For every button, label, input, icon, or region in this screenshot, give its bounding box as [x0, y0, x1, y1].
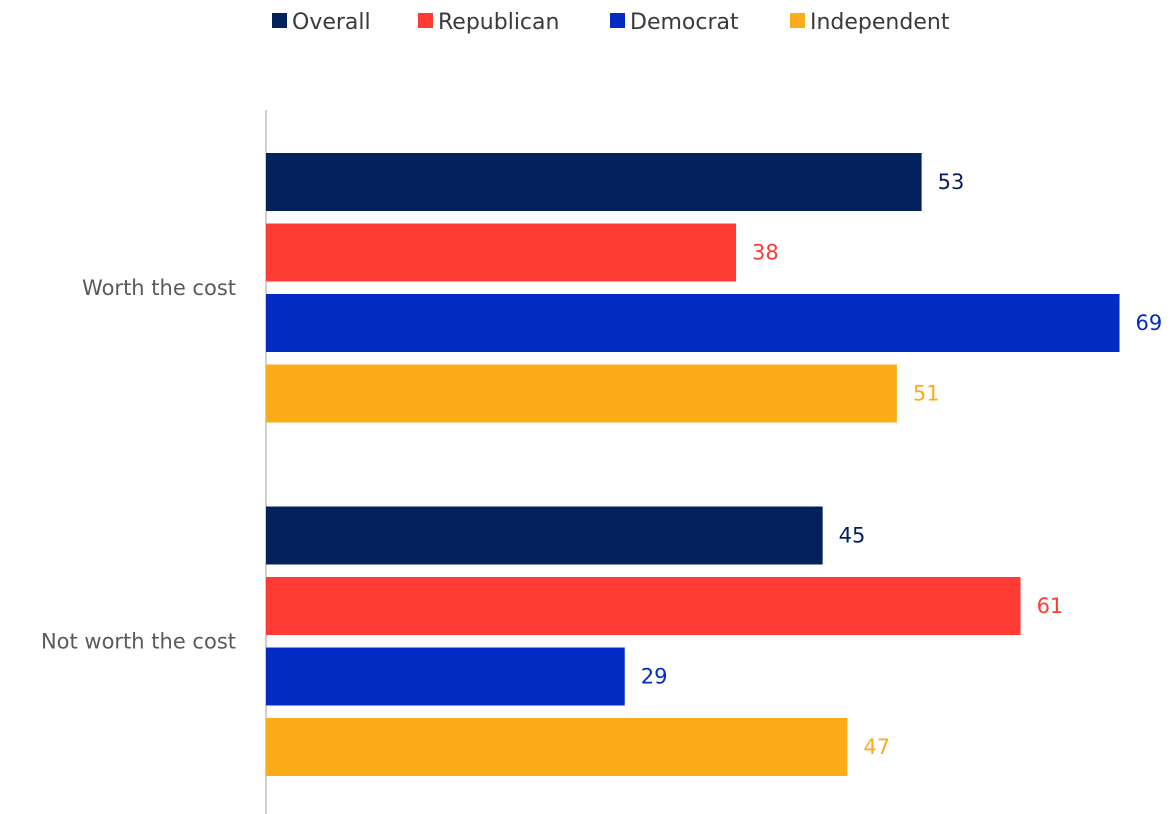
- data-labels: 53 38 69 51 45 61 29 47: [641, 170, 1163, 759]
- value-label-republican-1: 38: [752, 241, 779, 265]
- bar-independent-1: [266, 364, 897, 423]
- value-label-independent-2: 47: [863, 735, 890, 759]
- legend-swatch-republican: [418, 13, 433, 28]
- legend-swatch-overall: [272, 13, 287, 28]
- value-label-overall-1: 53: [938, 170, 965, 194]
- legend-item-independent: Independent: [790, 10, 950, 35]
- category-labels: Worth the cost Not worth the cost: [41, 276, 236, 654]
- bar-overall-2: [266, 506, 823, 565]
- bar-democrat-1: [266, 294, 1120, 352]
- category-label-1: Worth the cost: [82, 276, 236, 300]
- bar-democrat-2: [266, 647, 625, 706]
- bar-overall-1: [266, 153, 922, 211]
- value-label-overall-2: 45: [839, 524, 866, 548]
- value-label-democrat-1: 69: [1136, 311, 1163, 335]
- chart-legend: Overall Republican Democrat Independent: [272, 10, 950, 35]
- value-label-republican-2: 61: [1037, 594, 1064, 618]
- value-label-democrat-2: 29: [641, 665, 668, 689]
- legend-item-overall: Overall: [272, 10, 371, 35]
- bar-series: [266, 153, 1120, 776]
- legend-label-independent: Independent: [810, 10, 950, 35]
- category-label-2: Not worth the cost: [41, 629, 236, 653]
- legend-swatch-independent: [790, 13, 805, 28]
- legend-label-overall: Overall: [292, 10, 371, 35]
- legend-item-democrat: Democrat: [610, 10, 739, 35]
- legend-label-republican: Republican: [438, 10, 559, 35]
- bar-independent-2: [266, 718, 848, 776]
- bar-republican-1: [266, 223, 737, 282]
- legend-label-democrat: Democrat: [630, 10, 739, 35]
- legend-swatch-democrat: [610, 13, 625, 28]
- legend-item-republican: Republican: [418, 10, 559, 35]
- bar-republican-2: [266, 577, 1021, 635]
- value-label-independent-1: 51: [913, 382, 940, 406]
